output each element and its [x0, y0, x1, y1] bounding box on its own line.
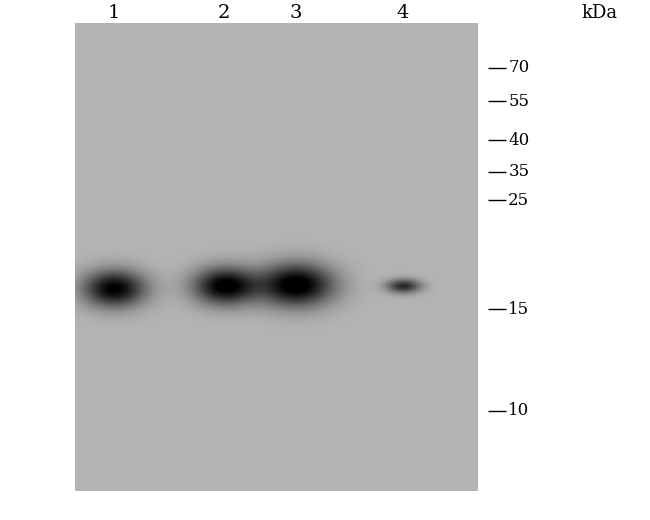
Text: kDa: kDa [582, 4, 618, 22]
Text: 3: 3 [289, 4, 302, 22]
Text: 25: 25 [508, 192, 529, 209]
Text: 1: 1 [107, 4, 120, 22]
Text: 2: 2 [218, 4, 231, 22]
Bar [75, 23, 478, 491]
Text: 70: 70 [508, 59, 530, 76]
Text: 4: 4 [396, 4, 410, 22]
Text: 10: 10 [508, 402, 530, 419]
Text: 35: 35 [508, 163, 529, 180]
Text: 15: 15 [508, 301, 529, 318]
Text: 55: 55 [508, 93, 529, 110]
Text: 40: 40 [508, 132, 530, 149]
